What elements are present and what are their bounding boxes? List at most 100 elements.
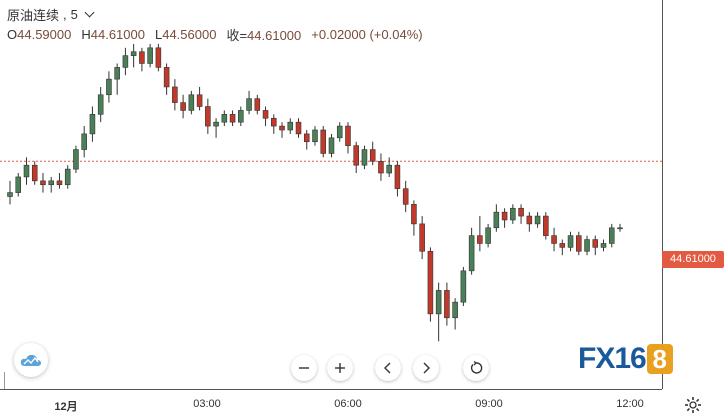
plus-icon xyxy=(335,363,345,373)
candle-up xyxy=(122,55,129,68)
logo-text: FX16 xyxy=(578,342,647,375)
candle-down xyxy=(172,86,178,103)
time-label: 09:00 xyxy=(475,398,503,410)
reset-chart-button[interactable] xyxy=(463,355,489,381)
candle-up xyxy=(493,211,500,229)
candle-down xyxy=(345,125,351,146)
logo-badge: 8 xyxy=(646,344,673,374)
time-axis[interactable]: 12月 03:00 06:00 09:00 12:00 xyxy=(0,389,662,420)
candle-down xyxy=(419,223,425,252)
zoom-in-button[interactable] xyxy=(327,355,353,381)
candle-up xyxy=(64,168,71,186)
candle-up xyxy=(238,110,244,123)
candlestick-chart[interactable] xyxy=(0,0,662,389)
candle-up xyxy=(510,207,516,221)
symbol-name[interactable]: 原油连续 xyxy=(7,7,60,23)
low-label: L xyxy=(154,26,163,42)
chevron-right-icon xyxy=(423,362,430,374)
open-label: O xyxy=(7,26,18,42)
candle-down xyxy=(155,47,162,68)
price-axis[interactable] xyxy=(662,0,727,389)
last-price-label: 44.61000 xyxy=(662,251,724,268)
low-value: 44.56000 xyxy=(162,26,217,42)
candle-up xyxy=(147,47,153,64)
candle-up xyxy=(48,180,54,186)
candle-up xyxy=(567,235,574,248)
settings-button[interactable] xyxy=(684,396,702,414)
candle-down xyxy=(139,51,145,64)
candle-up xyxy=(534,215,541,225)
candle-up xyxy=(7,192,13,197)
candle-down xyxy=(378,160,384,174)
candle-down xyxy=(271,117,277,127)
candle-down xyxy=(205,106,211,127)
candle-up xyxy=(287,121,294,131)
candle-up xyxy=(114,67,120,80)
candle-down xyxy=(303,133,310,143)
cloud-icon xyxy=(20,354,41,366)
chevron-down-icon[interactable] xyxy=(84,7,95,18)
candle-down xyxy=(427,250,434,315)
candle-up xyxy=(328,137,335,154)
candle-up xyxy=(188,94,195,111)
candle-down xyxy=(163,67,170,88)
time-label: 12月 xyxy=(54,401,78,413)
time-label: 12:00 xyxy=(616,398,644,410)
scroll-left-button[interactable] xyxy=(375,355,401,381)
candle-up xyxy=(213,121,219,127)
time-label: 06:00 xyxy=(334,398,362,410)
candle-down xyxy=(31,164,38,182)
close-label: 收= xyxy=(226,27,248,43)
minus-icon xyxy=(299,367,309,369)
candle-up xyxy=(468,235,475,272)
candle-up xyxy=(246,98,252,111)
candle-down xyxy=(353,145,359,166)
candle-down xyxy=(196,94,203,107)
candle-up xyxy=(73,149,79,170)
candle-down xyxy=(526,215,533,225)
candle-up xyxy=(608,227,615,244)
candle-up xyxy=(312,129,318,143)
candle-up xyxy=(130,51,137,56)
zoom-out-button[interactable] xyxy=(291,355,317,381)
scroll-right-button[interactable] xyxy=(413,355,439,381)
candle-down xyxy=(501,211,508,221)
candle-up xyxy=(584,239,590,252)
candle-down xyxy=(551,235,557,244)
candle-up xyxy=(106,78,112,96)
candle-down xyxy=(543,215,549,236)
candle-down xyxy=(40,180,46,186)
candle-down xyxy=(518,207,524,217)
candle-up xyxy=(15,176,22,193)
candle-up xyxy=(221,114,228,123)
candle-down xyxy=(279,125,285,131)
close-value: 44.61000 xyxy=(247,27,302,43)
high-label: H xyxy=(81,26,91,42)
change-value: +0.02000 (+0.04%) xyxy=(311,26,423,42)
candle-up xyxy=(81,133,87,150)
candle-down xyxy=(295,121,302,135)
candle-up xyxy=(89,114,96,135)
cloud-button[interactable] xyxy=(14,343,48,377)
candle-up xyxy=(97,94,104,115)
candle-up xyxy=(452,301,458,319)
candle-down xyxy=(411,204,417,225)
candle-down xyxy=(254,98,261,111)
candle-down xyxy=(180,102,186,111)
candle-up xyxy=(336,125,343,139)
candle-down xyxy=(369,149,376,162)
candle-up xyxy=(485,227,491,244)
candle-down xyxy=(576,235,582,252)
candle-up xyxy=(460,270,467,303)
candle-up xyxy=(23,164,30,178)
scroll-edge xyxy=(0,372,5,389)
gear-icon xyxy=(685,397,701,413)
candle-down xyxy=(56,180,63,186)
candle-down xyxy=(229,114,236,123)
time-label: 03:00 xyxy=(193,398,221,410)
candle-up xyxy=(617,227,623,230)
candle-down xyxy=(559,243,566,248)
candle-up xyxy=(386,164,392,174)
candle-down xyxy=(402,188,409,205)
interval-label[interactable]: 5 xyxy=(70,6,78,22)
